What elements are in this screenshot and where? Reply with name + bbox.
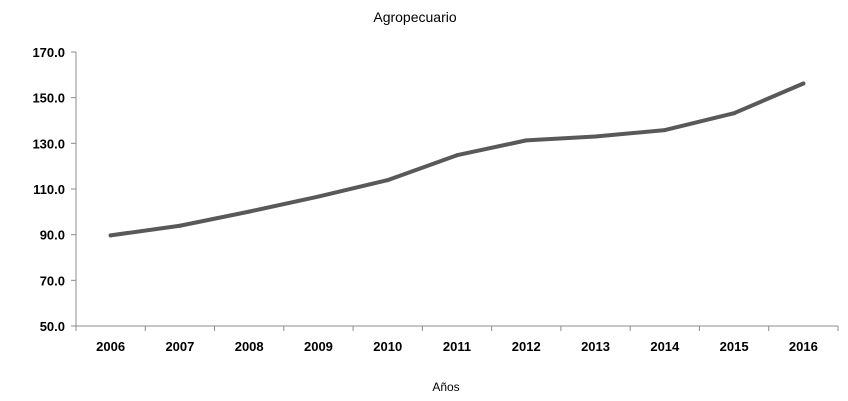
x-axis-label: Años	[432, 380, 459, 394]
x-tick-label: 2009	[304, 339, 333, 354]
y-tick-label: 110.0	[33, 182, 65, 197]
series-points	[108, 81, 806, 238]
x-tick-label: 2006	[96, 339, 125, 354]
data-point	[247, 209, 252, 214]
y-tick-label: 50.0	[40, 319, 65, 334]
x-tick-label: 2007	[165, 339, 194, 354]
y-tick-label: 70.0	[40, 273, 65, 288]
data-point	[801, 81, 806, 86]
y-tick-label: 150.0	[32, 91, 65, 106]
data-point	[108, 233, 113, 238]
x-tick-label: 2015	[720, 339, 749, 354]
data-point	[385, 178, 390, 183]
chart-title: Agropecuario	[373, 9, 456, 25]
data-point	[177, 223, 182, 228]
x-tick-label: 2008	[235, 339, 264, 354]
y-tick-label: 90.0	[40, 228, 65, 243]
y-tick-label: 170.0	[32, 45, 65, 60]
series-line	[108, 81, 806, 238]
x-tick-label: 2011	[443, 339, 471, 354]
x-tick-label: 2014	[650, 339, 680, 354]
x-tick-label: 2013	[581, 339, 610, 354]
data-point	[732, 111, 737, 116]
data-point	[524, 138, 529, 143]
x-axis-ticks: 2006 2007 2008 2009 2010 2011 2012 2013 2014 2015…	[75, 326, 839, 354]
y-tick-label: 130.0	[32, 136, 65, 151]
data-point	[316, 194, 321, 199]
data-point	[662, 128, 667, 133]
data-point	[455, 153, 459, 158]
x-tick-label: 2016	[789, 339, 818, 354]
x-tick-label: 2010	[373, 339, 402, 354]
x-tick-label: 2012	[512, 339, 541, 354]
y-axis-ticks: 50.0 70.0 90.0 110.0 130.0 150.0 170.0	[32, 45, 76, 334]
data-point	[593, 134, 598, 139]
